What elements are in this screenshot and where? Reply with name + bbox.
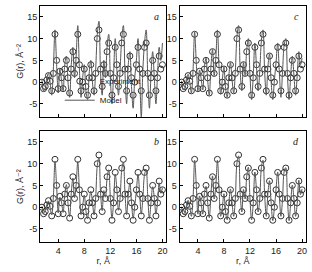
svg-text:0: 0 xyxy=(32,77,37,87)
svg-text:G(r), Å⁻²: G(r), Å⁻² xyxy=(15,169,25,204)
svg-text:8: 8 xyxy=(82,246,87,256)
svg-text:5: 5 xyxy=(172,56,177,66)
svg-text:G(r), Å⁻²: G(r), Å⁻² xyxy=(15,44,25,79)
svg-text:0: 0 xyxy=(32,202,37,212)
svg-text:5: 5 xyxy=(172,181,177,191)
svg-text:10: 10 xyxy=(27,159,37,169)
svg-text:d: d xyxy=(293,136,299,147)
svg-text:0: 0 xyxy=(172,77,177,87)
svg-text:8: 8 xyxy=(221,246,226,256)
svg-text:-5: -5 xyxy=(169,99,177,109)
svg-text:12: 12 xyxy=(105,246,115,256)
svg-text:10: 10 xyxy=(167,159,177,169)
svg-text:15: 15 xyxy=(167,137,177,147)
svg-text:Experiment: Experiment xyxy=(100,77,141,86)
svg-text:4: 4 xyxy=(56,246,61,256)
svg-text:r, Å: r, Å xyxy=(236,256,250,266)
svg-text:15: 15 xyxy=(167,12,177,22)
svg-text:15: 15 xyxy=(27,12,37,22)
svg-text:0: 0 xyxy=(172,202,177,212)
svg-text:-5: -5 xyxy=(29,224,37,234)
svg-text:10: 10 xyxy=(167,34,177,44)
svg-text:10: 10 xyxy=(27,34,37,44)
svg-text:5: 5 xyxy=(32,56,37,66)
svg-text:c: c xyxy=(294,11,299,22)
svg-text:4: 4 xyxy=(195,246,200,256)
svg-text:20: 20 xyxy=(157,246,167,256)
svg-text:-5: -5 xyxy=(29,99,37,109)
svg-text:16: 16 xyxy=(131,246,141,256)
svg-text:5: 5 xyxy=(32,181,37,191)
svg-text:b: b xyxy=(154,136,159,147)
svg-text:20: 20 xyxy=(297,246,307,256)
svg-text:Model: Model xyxy=(100,96,122,105)
svg-text:-5: -5 xyxy=(169,224,177,234)
svg-text:a: a xyxy=(154,11,159,22)
svg-text:16: 16 xyxy=(271,246,281,256)
svg-text:r, Å: r, Å xyxy=(96,256,110,266)
svg-text:12: 12 xyxy=(245,246,255,256)
svg-text:15: 15 xyxy=(27,137,37,147)
